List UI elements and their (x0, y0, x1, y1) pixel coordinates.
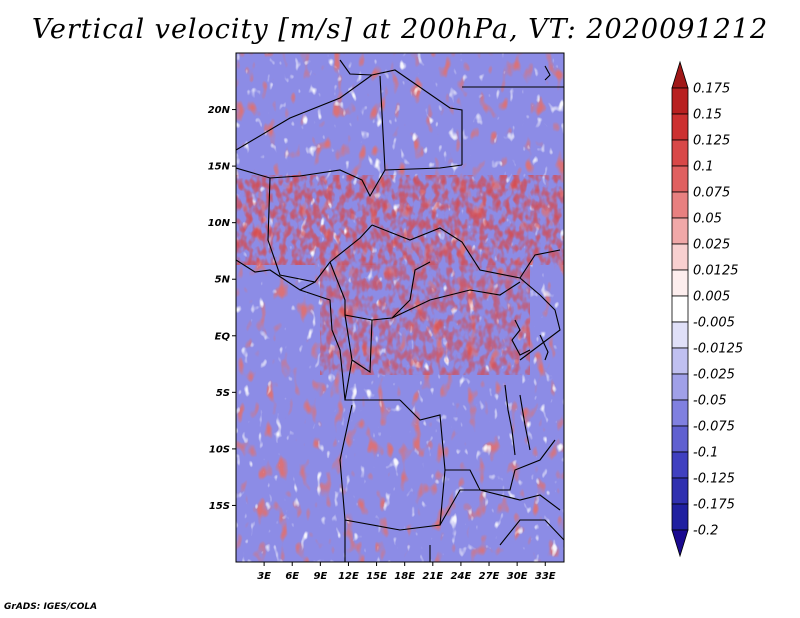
border-car (391, 281, 521, 319)
colorbar-label: 0.175 (693, 82, 730, 97)
convective-band-north (236, 175, 564, 265)
colorbar-label: 0.15 (693, 108, 722, 123)
colorbar-bottom-arrow (671, 529, 689, 558)
lake-tanganyika (504, 384, 531, 456)
country-borders (236, 59, 564, 562)
colorbar: 0.175 0.15 0.125 0.1 0.075 0.05 0.025 0.0125 0.0… (671, 60, 743, 558)
colorbar-swatch (671, 347, 689, 375)
colorbar-label: -0.05 (693, 394, 727, 409)
colorbar-swatch (671, 217, 689, 245)
colorbar-label: 0.005 (693, 290, 730, 305)
lon-tick-label: 9E (313, 571, 327, 582)
border-north-2 (339, 59, 386, 171)
lon-tick-label: 27E (479, 571, 500, 582)
coastline-guinea (236, 259, 346, 401)
lon-tick-label: 24E (451, 571, 472, 582)
lon-tick-label: 3E (257, 571, 271, 582)
colorbar-swatch (671, 373, 689, 401)
lon-tick-label: 21E (422, 571, 443, 582)
colorbar-label: -0.1 (693, 446, 718, 461)
colorbar-swatch (671, 425, 689, 453)
lat-tick-label: 10N (208, 218, 231, 229)
border-zambia (439, 489, 561, 526)
border-drc (399, 399, 556, 491)
longitude-axis: 3E 6E 9E 12E 15E 18E 21E 24E 27E 30E 33E (257, 562, 556, 582)
colorbar-label: 0.0125 (693, 264, 739, 279)
colorbar-swatch (671, 269, 689, 297)
lat-tick-label: 20N (208, 105, 231, 116)
border-sahel (236, 164, 463, 198)
border-east (519, 249, 561, 361)
lat-tick-label: EQ (215, 331, 231, 342)
lat-tick-label: 15S (209, 501, 230, 512)
colorbar-label: -0.2 (693, 524, 718, 539)
colorbar-swatch (671, 503, 689, 531)
border-cameroon (329, 261, 431, 321)
colorbar-swatch (671, 191, 689, 219)
colorbar-swatch (671, 87, 689, 115)
lon-tick-label: 33E (535, 571, 556, 582)
lat-tick-label: 15N (208, 162, 231, 173)
lat-tick-label: 5S (216, 388, 230, 399)
lon-tick-label: 18E (394, 571, 415, 582)
lon-tick-label: 15E (366, 571, 387, 582)
colorbar-label: 0.1 (693, 160, 714, 175)
colorbar-label: -0.075 (693, 420, 735, 435)
credit-label: GrADS: IGES/COLA (4, 602, 98, 612)
lake-victoria (511, 319, 549, 361)
lat-tick-label: 10S (209, 444, 230, 455)
chart-title: Vertical velocity [m/s] at 200hPa, VT: 2… (31, 14, 769, 45)
latitude-axis: 20N 15N 10N 5N EQ 5S 10S 15S (208, 105, 236, 512)
map-border (235, 52, 565, 563)
colorbar-top-arrow (671, 60, 689, 89)
lon-tick-label: 6E (285, 571, 299, 582)
lon-tick-label: 12E (338, 571, 359, 582)
colorbar-swatch (671, 139, 689, 167)
colorbar-label: -0.025 (693, 368, 735, 383)
colorbar-label: -0.0125 (693, 342, 743, 357)
lon-tick-label: 30E (507, 571, 528, 582)
colorbar-swatch (671, 243, 689, 271)
border-north-1 (236, 69, 463, 165)
colorbar-label: 0.05 (693, 212, 722, 227)
coast-east (544, 65, 551, 81)
colorbar-swatch (671, 451, 689, 479)
colorbar-label: -0.175 (693, 498, 735, 513)
colorbar-label: -0.125 (693, 472, 735, 487)
lat-tick-label: 5N (215, 275, 231, 286)
colorbar-swatch (671, 399, 689, 427)
colorbar-swatch (671, 321, 689, 349)
colorbar-swatch (671, 165, 689, 193)
colorbar-swatch (671, 295, 689, 323)
border-angola (339, 404, 446, 562)
convective-band-central (320, 265, 530, 375)
colorbar-label: 0.025 (693, 238, 730, 253)
border-south (429, 519, 564, 562)
colorbar-swatch (671, 477, 689, 505)
colorbar-swatch (671, 113, 689, 141)
colorbar-label: -0.005 (693, 316, 735, 331)
colorbar-label: 0.075 (693, 186, 730, 201)
map-frame (236, 53, 564, 562)
colorbar-label: 0.125 (693, 134, 730, 149)
